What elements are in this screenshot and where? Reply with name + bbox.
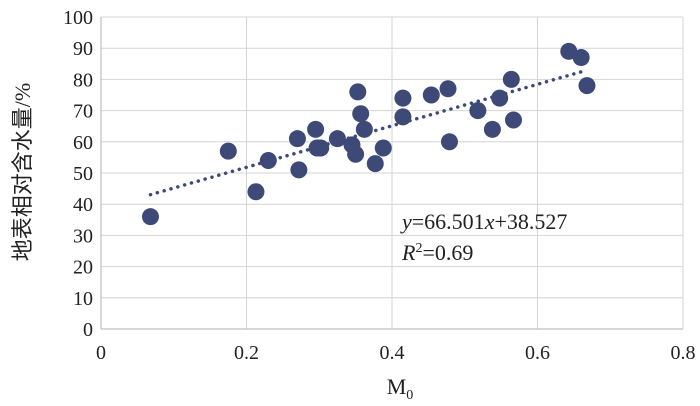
data-points bbox=[141, 42, 596, 226]
scatter-point bbox=[247, 183, 265, 201]
scatter-point bbox=[312, 139, 330, 157]
y-tick-label: 80 bbox=[73, 69, 93, 91]
y-tick-label: 0 bbox=[83, 319, 93, 341]
y-tick-label: 10 bbox=[73, 288, 93, 310]
regression-equation: y=66.501x+38.527 bbox=[400, 209, 567, 234]
scatter-point bbox=[288, 130, 306, 148]
scatter-point bbox=[347, 145, 365, 163]
scatter-point bbox=[469, 102, 487, 120]
scatter-point bbox=[328, 130, 346, 148]
scatter-point bbox=[219, 142, 237, 160]
scatter-point bbox=[366, 155, 384, 173]
x-tick-label: 0.6 bbox=[525, 342, 550, 364]
y-tick-label: 40 bbox=[73, 194, 93, 216]
x-tick-label: 0.4 bbox=[380, 342, 405, 364]
scatter-point bbox=[578, 77, 596, 95]
scatter-point bbox=[355, 120, 373, 138]
scatter-point bbox=[352, 105, 370, 123]
scatter-point bbox=[349, 83, 367, 101]
scatter-point bbox=[502, 70, 520, 88]
scatter-point bbox=[439, 80, 457, 98]
y-tick-label: 50 bbox=[73, 163, 93, 185]
y-tick-label: 100 bbox=[63, 7, 93, 29]
x-tick-label: 0 bbox=[96, 342, 106, 364]
y-tick-label: 70 bbox=[73, 101, 93, 123]
scatter-point bbox=[374, 139, 392, 157]
scatter-point bbox=[491, 89, 509, 107]
x-tick-label: 0.8 bbox=[671, 342, 696, 364]
y-tick-label: 90 bbox=[73, 38, 93, 60]
tick-labels: 0 10 20 30 40 50 60 70 80 90 100 0 0.2 0.4 0.6 0.8 bbox=[63, 7, 696, 364]
scatter-point bbox=[483, 120, 501, 138]
x-tick-label: 0.2 bbox=[234, 342, 259, 364]
y-tick-label: 30 bbox=[73, 225, 93, 247]
scatter-point bbox=[394, 89, 412, 107]
scatter-point bbox=[307, 120, 325, 138]
scatter-point bbox=[394, 108, 412, 126]
axes bbox=[100, 17, 683, 330]
scatter-point bbox=[572, 49, 590, 67]
scatter-point bbox=[504, 111, 522, 129]
scatter-point bbox=[141, 208, 159, 226]
r-squared-label: R2=0.69 bbox=[401, 240, 473, 265]
scatter-point bbox=[440, 133, 458, 151]
y-tick-label: 60 bbox=[73, 132, 93, 154]
scatter-point bbox=[259, 152, 277, 170]
scatter-point bbox=[422, 86, 440, 104]
gridlines bbox=[101, 16, 684, 329]
y-tick-label: 20 bbox=[73, 257, 93, 279]
y-axis-title: 地表相对含水量/% bbox=[10, 83, 35, 261]
scatter-point bbox=[290, 161, 308, 179]
x-axis-title: M0 bbox=[387, 374, 414, 401]
